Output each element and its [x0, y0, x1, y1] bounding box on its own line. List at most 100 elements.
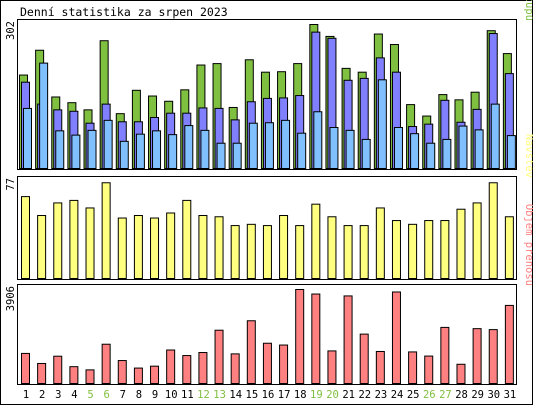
- day-label-6: 6: [104, 389, 110, 401]
- day-label-10: 10: [165, 389, 178, 401]
- visits-panel-legend: Návštěv: [523, 134, 533, 178]
- traffic-volume-panel-traffic-bar-14: [230, 353, 240, 384]
- visits-panel-visits-bar-14: [230, 225, 240, 280]
- traffic-panel-legend: Stránek/Souborů/Přístupů: [523, 0, 533, 21]
- traffic-panel-pages-bar-17: [281, 119, 291, 169]
- traffic-volume-panel-traffic-bar-6: [101, 343, 111, 384]
- day-label-12: 12: [197, 389, 210, 401]
- traffic-panel-pages-bar-28: [458, 125, 468, 169]
- traffic-volume-panel-traffic-bar-5: [85, 369, 95, 385]
- visits-panel-visits-bar-18: [295, 225, 305, 280]
- visits-panel-visits-bar-1: [21, 196, 30, 279]
- traffic-volume-panel-traffic-bar-25: [408, 351, 418, 385]
- day-label-19: 19: [310, 389, 323, 401]
- visits-panel-visits-bar-13: [214, 216, 224, 279]
- traffic-panel-pages-bar-2: [39, 62, 49, 170]
- traffic-panel-pages-bar-1: [23, 107, 32, 170]
- day-label-7: 7: [120, 389, 126, 401]
- day-label-1: 1: [23, 389, 29, 401]
- traffic-panel-pages-bar-19: [313, 111, 323, 169]
- traffic-volume-panel-traffic-bar-20: [327, 350, 337, 384]
- traffic-volume-panel-traffic-bar-21: [343, 295, 353, 385]
- visits-panel-visits-bar-2: [37, 215, 47, 279]
- traffic-volume-panel-traffic-bar-27: [440, 326, 450, 385]
- traffic-panel-pages-bar-25: [410, 133, 420, 169]
- visits-panel-visits-bar-28: [456, 208, 466, 279]
- visits-panel-visits-bar-4: [69, 199, 79, 279]
- traffic-panel-pages-bar-21: [345, 129, 355, 170]
- chart-title: Denní statistika za srpen 2023: [20, 5, 228, 19]
- visits-panel-visits-bar-26: [424, 220, 434, 279]
- traffic-volume-panel-traffic-bar-29: [472, 328, 482, 384]
- visits-panel-visits-bar-5: [85, 207, 95, 279]
- visits-panel-visits-bar-11: [182, 199, 192, 279]
- traffic-panel-pages-bar-22: [361, 138, 371, 170]
- traffic-panel-pages-bar-30: [490, 103, 500, 169]
- traffic-volume-panel-traffic-bar-18: [295, 289, 305, 384]
- day-label-25: 25: [407, 389, 420, 401]
- visits-panel-frame: [17, 176, 517, 280]
- traffic-panel-pages-bar-4: [71, 134, 81, 169]
- day-label-13: 13: [213, 389, 226, 401]
- traffic-panel-pages-bar-23: [377, 79, 387, 169]
- visits-panel-visits-bar-29: [472, 202, 482, 280]
- traffic-panel-pages-bar-27: [442, 138, 452, 170]
- traffic-volume-panel-traffic-bar-15: [246, 320, 256, 385]
- day-label-24: 24: [391, 389, 404, 401]
- traffic-panel-pages-bar-8: [135, 133, 145, 169]
- traffic-volume-panel: 3906 Objem přenosu: [5, 204, 533, 385]
- visits-panel: 77 Návštěv: [5, 134, 533, 280]
- traffic-panel-pages-bar-3: [55, 130, 65, 170]
- traffic-volume-panel-traffic-bar-7: [117, 360, 127, 384]
- traffic-volume-panel-traffic-bar-2: [37, 362, 47, 385]
- traffic-panel-legend-hits: Přístupů: [523, 0, 533, 21]
- day-label-29: 29: [471, 389, 484, 401]
- traffic-volume-panel-traffic-bar-19: [311, 293, 321, 384]
- visits-panel-visits-bar-10: [166, 212, 176, 279]
- day-label-5: 5: [87, 389, 93, 401]
- traffic-volume-panel-traffic-bar-13: [214, 329, 224, 385]
- visits-panel-visits-bar-30: [488, 182, 498, 279]
- traffic-panel-pages-bar-13: [216, 142, 226, 169]
- traffic-panel-pages-bar-26: [426, 142, 436, 169]
- traffic-panel-pages-bar-15: [248, 122, 258, 169]
- visits-panel-visits-bar-22: [359, 225, 369, 280]
- traffic-volume-panel-traffic-bar-1: [21, 352, 30, 384]
- traffic-volume-panel-traffic-bar-31: [504, 304, 514, 384]
- traffic-volume-panel-legend: Objem přenosu: [523, 204, 533, 286]
- traffic-volume-panel-frame: [17, 284, 517, 385]
- traffic-volume-panel-traffic-bar-3: [53, 355, 63, 385]
- traffic-panel-pages-bar-10: [168, 134, 178, 169]
- traffic-volume-panel-traffic-bar-9: [150, 365, 160, 385]
- day-label-8: 8: [136, 389, 142, 401]
- visits-panel-visits-bar-20: [327, 216, 337, 279]
- visits-panel-max-label: 77: [5, 178, 17, 191]
- visits-panel-visits-bar-12: [198, 215, 208, 279]
- traffic-volume-panel-traffic-bar-11: [182, 355, 192, 384]
- day-label-2: 2: [39, 389, 45, 401]
- day-label-9: 9: [152, 389, 158, 401]
- visits-panel-visits-bar-3: [53, 202, 63, 280]
- traffic-panel-max-label: 302: [5, 21, 17, 40]
- day-label-28: 28: [455, 389, 468, 401]
- traffic-volume-panel-traffic-bar-17: [279, 344, 289, 385]
- traffic-panel-pages-bar-24: [393, 126, 403, 169]
- visits-panel-visits-bar-8: [133, 215, 143, 279]
- visits-panel-visits-bar-23: [375, 207, 385, 279]
- traffic-panel-frame: [17, 19, 517, 170]
- day-label-20: 20: [326, 389, 339, 401]
- day-label-30: 30: [487, 389, 500, 401]
- traffic-volume-panel-traffic-bar-12: [198, 352, 208, 384]
- day-label-22: 22: [358, 389, 371, 401]
- day-label-3: 3: [55, 389, 61, 401]
- visits-panel-visits-bar-9: [150, 217, 160, 280]
- day-label-18: 18: [294, 389, 307, 401]
- traffic-panel-pages-bar-5: [87, 129, 97, 170]
- traffic-panel-pages-bar-20: [329, 126, 339, 169]
- day-label-17: 17: [278, 389, 291, 401]
- traffic-panel-pages-bar-18: [297, 132, 307, 169]
- traffic-volume-panel-legend-traffic: Objem přenosu: [523, 204, 533, 286]
- traffic-volume-panel-traffic-bar-23: [375, 350, 385, 385]
- day-label-16: 16: [262, 389, 275, 401]
